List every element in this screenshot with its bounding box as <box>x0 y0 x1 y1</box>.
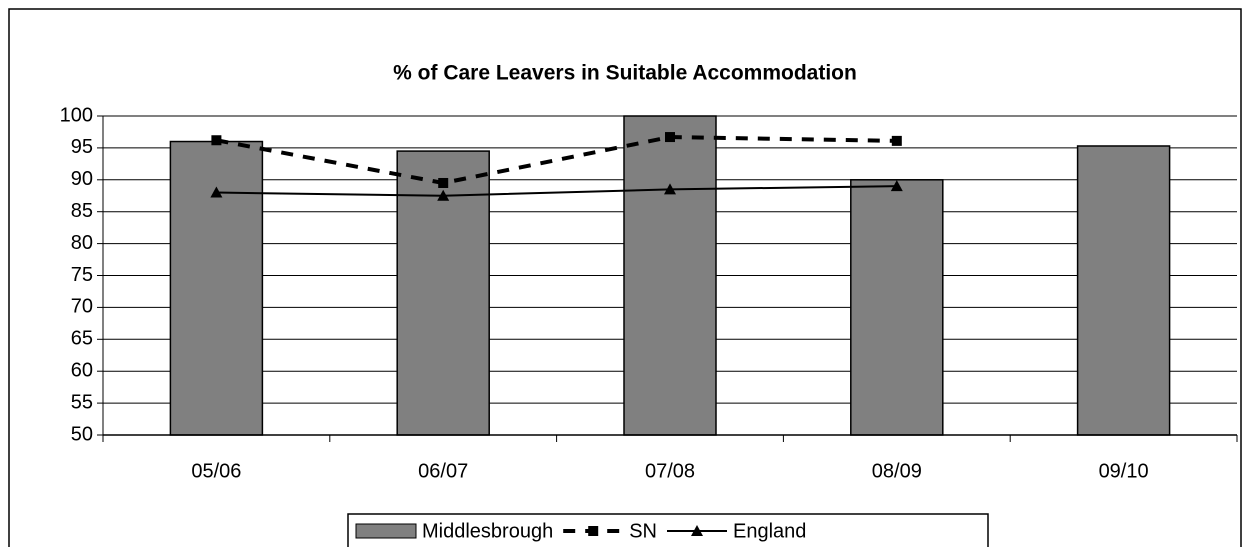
line <box>216 185 897 197</box>
line <box>216 135 897 186</box>
marker <box>211 135 222 146</box>
bar <box>850 179 944 436</box>
x-tick-label: 08/09 <box>872 460 922 482</box>
marker <box>437 189 450 201</box>
y-tick-label: 85 <box>71 200 93 222</box>
x-tick-label: 09/10 <box>1099 460 1149 482</box>
legend-swatch <box>355 523 417 539</box>
chart-frame <box>8 8 1242 547</box>
y-tick-label: 55 <box>71 391 93 413</box>
bar <box>169 140 264 436</box>
marker <box>890 180 903 192</box>
x-tick-label: 07/08 <box>645 460 695 482</box>
marker <box>691 525 703 536</box>
marker <box>891 135 902 146</box>
marker <box>588 526 599 536</box>
y-tick-label: 80 <box>71 232 93 254</box>
y-tick-label: 60 <box>71 359 93 381</box>
legend-label: England <box>733 520 806 542</box>
legend-label: SN <box>629 520 657 542</box>
x-tick-label: 05/06 <box>191 460 241 482</box>
marker <box>438 177 449 188</box>
legend-label: Middlesbrough <box>422 520 553 542</box>
y-tick-label: 50 <box>71 423 93 445</box>
x-tick-label: 06/07 <box>418 460 468 482</box>
y-tick-label: 90 <box>71 168 93 190</box>
y-tick-label: 65 <box>71 328 93 350</box>
marker <box>210 186 223 198</box>
y-tick-label: 100 <box>60 104 93 126</box>
y-tick-label: 70 <box>71 296 93 318</box>
chart-title: % of Care Leavers in Suitable Accommodat… <box>393 62 857 85</box>
y-tick-label: 75 <box>71 264 93 286</box>
bar <box>623 115 717 436</box>
marker <box>664 183 676 195</box>
marker <box>665 132 675 143</box>
y-tick-label: 95 <box>71 136 93 158</box>
bar <box>1076 145 1171 436</box>
legend: Middlesbrough SN England <box>347 513 989 547</box>
